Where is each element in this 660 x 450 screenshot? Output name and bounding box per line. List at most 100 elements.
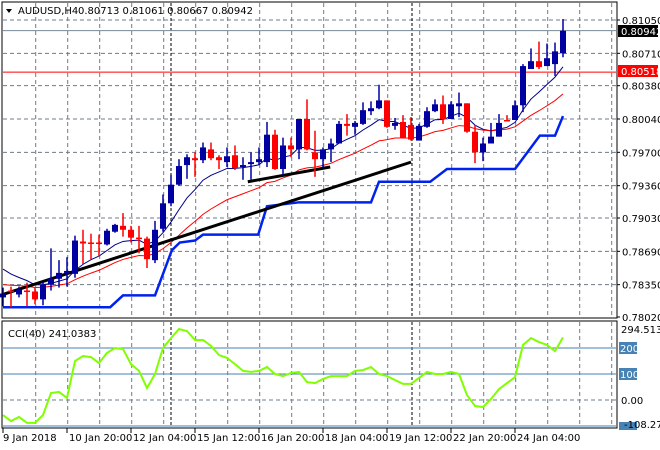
slow-ma-line <box>2 93 564 288</box>
candle-body <box>240 165 246 168</box>
candle-body <box>200 147 206 161</box>
price-axis: 0.81050 0.80710 0.80380 0.80040 0.79700 0.793… <box>617 16 660 324</box>
cci-min-tag <box>619 422 637 430</box>
time-label: 15 Jan 12:00 <box>197 433 260 444</box>
cci-100-label: 100 <box>620 370 639 381</box>
candle <box>328 138 334 163</box>
candle-body <box>208 149 214 159</box>
candle <box>40 281 46 306</box>
candle <box>560 19 566 58</box>
candle <box>88 233 94 260</box>
candle <box>368 101 374 116</box>
candle-body <box>160 203 166 229</box>
candle <box>216 155 222 169</box>
candle-body <box>8 290 14 293</box>
candle <box>296 119 302 160</box>
cci-pane-border <box>1 320 618 429</box>
candle <box>464 103 470 133</box>
candle-body <box>184 157 190 166</box>
candle-body <box>328 143 334 150</box>
candle-body <box>400 121 406 138</box>
candle-body <box>48 278 54 285</box>
current-price-label: 0.80942 <box>621 27 660 38</box>
candle-body <box>128 229 134 238</box>
candle-body <box>440 104 446 119</box>
candle <box>424 107 430 128</box>
red-level-label: 0.80518 <box>621 67 660 78</box>
candle-body <box>176 166 182 185</box>
candle-body <box>224 156 230 163</box>
candle-body <box>384 100 390 127</box>
time-axis: 9 Jan 2018 10 Jan 20:00 12 Jan 04:00 15 Jan… <box>2 428 580 444</box>
candle <box>312 130 318 177</box>
candle <box>336 120 342 144</box>
candle <box>32 287 38 305</box>
candle <box>144 236 150 268</box>
candle <box>280 137 286 175</box>
candle-body <box>344 123 350 126</box>
candle <box>232 145 238 170</box>
candle-body <box>136 237 142 240</box>
trend-line <box>247 165 331 184</box>
candle <box>488 122 494 144</box>
dropdown-arrow-icon[interactable] <box>6 9 12 13</box>
price-label: 0.79030 <box>622 214 660 225</box>
candle <box>360 102 366 125</box>
candle <box>520 64 526 113</box>
candle-body <box>56 272 62 279</box>
candle <box>344 114 350 136</box>
price-label: 0.80380 <box>622 82 660 93</box>
cci-max-label: 294.513 <box>621 325 660 336</box>
candle-body <box>408 124 414 140</box>
price-pane[interactable] <box>0 19 616 309</box>
candle-body <box>336 123 342 144</box>
cci-pane[interactable] <box>2 327 616 427</box>
candle-body <box>488 136 494 144</box>
candle <box>440 95 446 124</box>
candle <box>504 115 510 122</box>
candle-body <box>16 289 22 295</box>
candle <box>432 99 438 113</box>
price-label: 0.80710 <box>622 49 660 60</box>
candle <box>112 223 118 233</box>
candle-body <box>504 119 510 122</box>
candle <box>176 159 182 186</box>
candle-body <box>112 224 118 232</box>
candle <box>272 129 278 170</box>
candle-body <box>544 58 550 67</box>
candle <box>184 154 190 179</box>
candle <box>544 43 550 67</box>
candle-body <box>80 241 86 244</box>
candle-body <box>368 108 374 112</box>
ohlc-values: 0.80713 0.81061 0.80667 0.80942 <box>78 6 253 17</box>
candle <box>80 229 86 265</box>
red-level-tag: 0.80518 <box>618 65 660 78</box>
candle <box>152 220 158 264</box>
candle <box>352 120 358 135</box>
candle <box>512 100 518 120</box>
candle <box>208 142 214 161</box>
candle <box>136 225 142 254</box>
candle-body <box>216 157 222 161</box>
cci-200-tag <box>619 342 637 354</box>
price-pane-border <box>1 1 618 319</box>
candle <box>64 257 70 287</box>
candle-body <box>64 270 70 273</box>
price-label: 0.79700 <box>622 148 660 159</box>
candle-body <box>352 122 358 127</box>
candle-body <box>560 30 566 54</box>
candle-body <box>144 238 150 260</box>
cci-line <box>2 327 564 424</box>
time-label: 10 Jan 20:00 <box>69 433 132 444</box>
candle <box>248 152 254 180</box>
candle <box>16 286 22 298</box>
candle-body <box>248 162 254 165</box>
candle-body <box>24 290 30 293</box>
candle <box>48 248 54 291</box>
candle-body <box>72 240 78 274</box>
time-label: 16 Jan 20:00 <box>261 433 324 444</box>
cci-axis: 294.513 200 100 0.00 -108.2739 <box>619 325 660 431</box>
candle-body <box>416 125 422 141</box>
candle <box>8 286 14 308</box>
